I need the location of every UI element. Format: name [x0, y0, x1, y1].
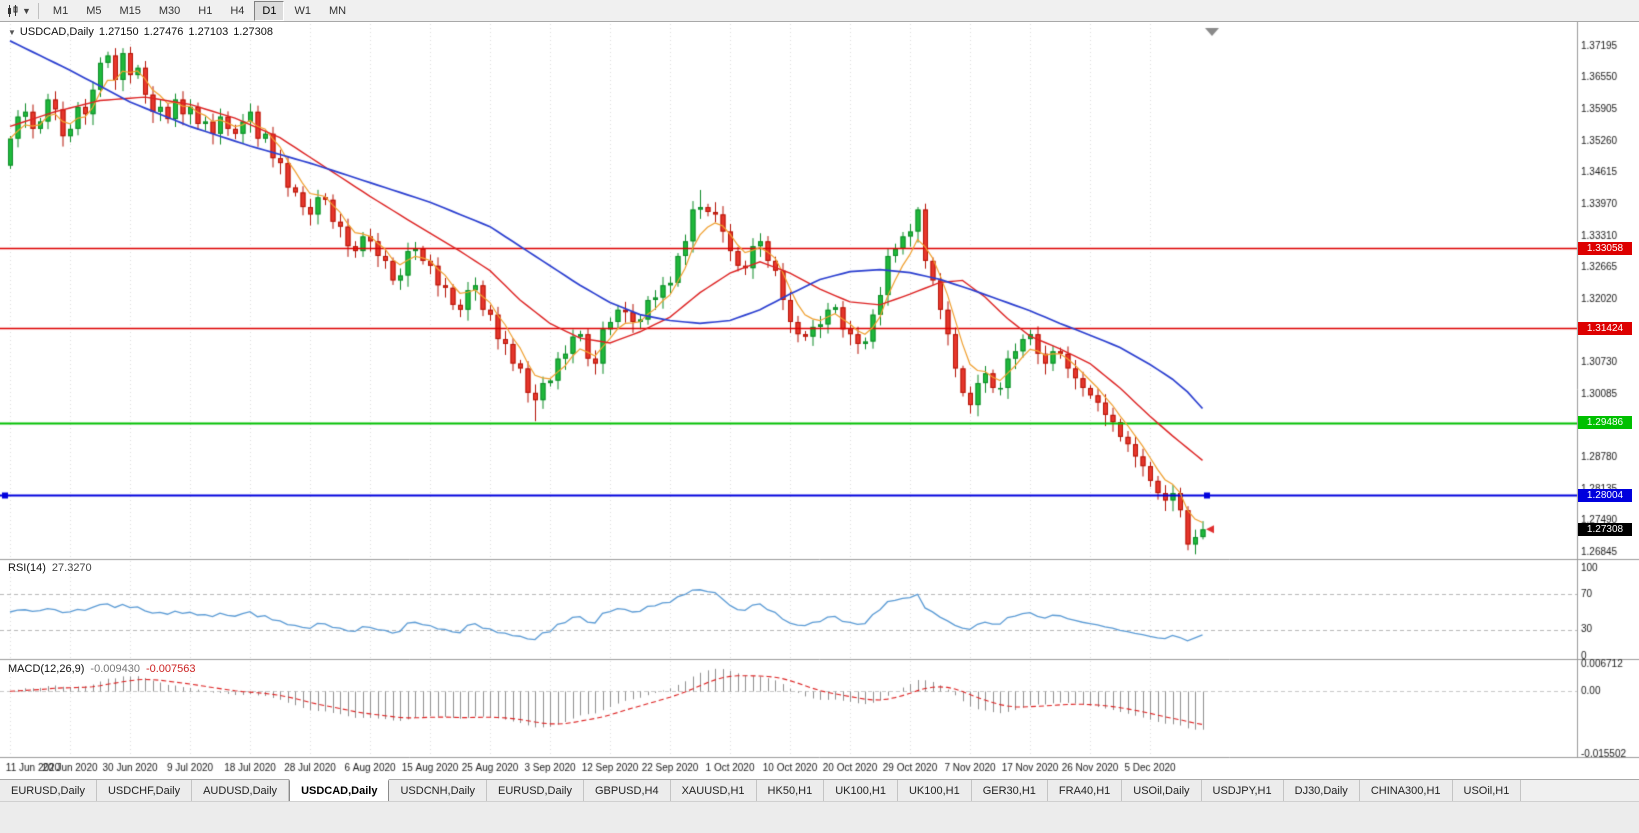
tab-eurusd-daily[interactable]: EURUSD,Daily	[487, 780, 584, 801]
tab-usdjpy-h1[interactable]: USDJPY,H1	[1201, 780, 1284, 801]
price-chart-canvas[interactable]	[0, 22, 1639, 779]
ohlc-high: 1.27476	[143, 26, 184, 38]
current-price-tag: 1.27308	[1578, 523, 1632, 536]
tab-usdchf-daily[interactable]: USDCHF,Daily	[96, 780, 193, 801]
chart-title: ▼ USDCAD,Daily 1.27150 1.27476 1.27103 1.2730…	[8, 26, 278, 38]
rsi-indicator-label: RSI(14) 27.3270	[8, 562, 92, 574]
price-level-tag-2: 1.31424	[1578, 322, 1632, 335]
tab-usoil-daily[interactable]: USOil,Daily	[1122, 780, 1202, 801]
timeframe-h1-button[interactable]: H1	[198, 4, 213, 17]
tab-ger30-h1[interactable]: GER30,H1	[971, 780, 1048, 801]
timeframe-toolbar: ▼ M1 M5 M15 M30 H1 H4 D1 W1 MN	[0, 0, 1639, 22]
timeframe-d1-button[interactable]: D1	[254, 0, 285, 21]
timeframe-buttons-group: M1 M5 M15 M30 H1 H4 D1 W1 MN	[44, 0, 355, 21]
ohlc-open: 1.27150	[98, 26, 139, 38]
timeframe-h4-button[interactable]: H4	[230, 4, 245, 17]
candlestick-glyph	[8, 4, 18, 17]
tab-usdcnh-daily[interactable]: USDCNH,Daily	[389, 780, 488, 801]
macd-indicator-label: MACD(12,26,9) -0.009430 -0.007563	[8, 663, 196, 675]
chart-type-caret-icon[interactable]: ▼	[22, 5, 31, 16]
price-level-tag-1: 1.33058	[1578, 242, 1632, 255]
price-level-tag-3: 1.29486	[1578, 416, 1632, 429]
timeframe-m30-button[interactable]: M30	[158, 4, 181, 17]
tab-hk50-h1[interactable]: HK50,H1	[756, 780, 825, 801]
macd-main-value: -0.009430	[90, 663, 140, 675]
tab-uk100-h1[interactable]: UK100,H1	[824, 780, 898, 801]
timeframe-w1-button[interactable]: W1	[294, 4, 311, 17]
timeframe-mn-button[interactable]: MN	[328, 4, 347, 17]
price-level-tag-4: 1.28004	[1578, 489, 1632, 502]
tab-audusd-daily[interactable]: AUDUSD,Daily	[192, 780, 290, 801]
tab-fra40-h1[interactable]: FRA40,H1	[1047, 780, 1123, 801]
tab-dj30-daily[interactable]: DJ30,Daily	[1283, 780, 1360, 801]
chart-symbol-label: USDCAD,Daily	[19, 26, 94, 38]
ohlc-close: 1.27308	[233, 26, 273, 38]
tab-china300-h1[interactable]: CHINA300,H1	[1359, 780, 1453, 801]
timeframe-m1-button[interactable]: M1	[52, 4, 69, 17]
tab-uk100-h1[interactable]: UK100,H1	[897, 780, 972, 801]
bottom-strip	[0, 801, 1639, 833]
tab-xauusd-h1[interactable]: XAUUSD,H1	[670, 780, 757, 801]
rsi-value: 27.3270	[51, 562, 92, 574]
macd-signal-value: -0.007563	[145, 663, 196, 675]
timeframe-m15-button[interactable]: M15	[119, 4, 141, 17]
macd-name: MACD(12,26,9)	[8, 663, 85, 675]
tab-eurusd-daily[interactable]: EURUSD,Daily	[0, 780, 97, 801]
chart-collapse-icon[interactable]: ▼	[8, 28, 16, 37]
timeframe-m5-button[interactable]: M5	[86, 4, 102, 17]
rsi-name: RSI(14)	[8, 562, 46, 574]
tab-gbpusd-h4[interactable]: GBPUSD,H4	[584, 780, 671, 801]
symbol-tab-bar: EURUSD,Daily USDCHF,Daily AUDUSD,Daily USDC…	[0, 779, 1639, 801]
chart-type-icon[interactable]	[4, 3, 22, 19]
tab-usdcad-daily[interactable]: USDCAD,Daily	[289, 779, 390, 801]
tab-usoil-h1[interactable]: USOil,H1	[1452, 780, 1522, 801]
toolbar-separator	[37, 2, 39, 19]
ohlc-low: 1.27103	[188, 26, 229, 38]
